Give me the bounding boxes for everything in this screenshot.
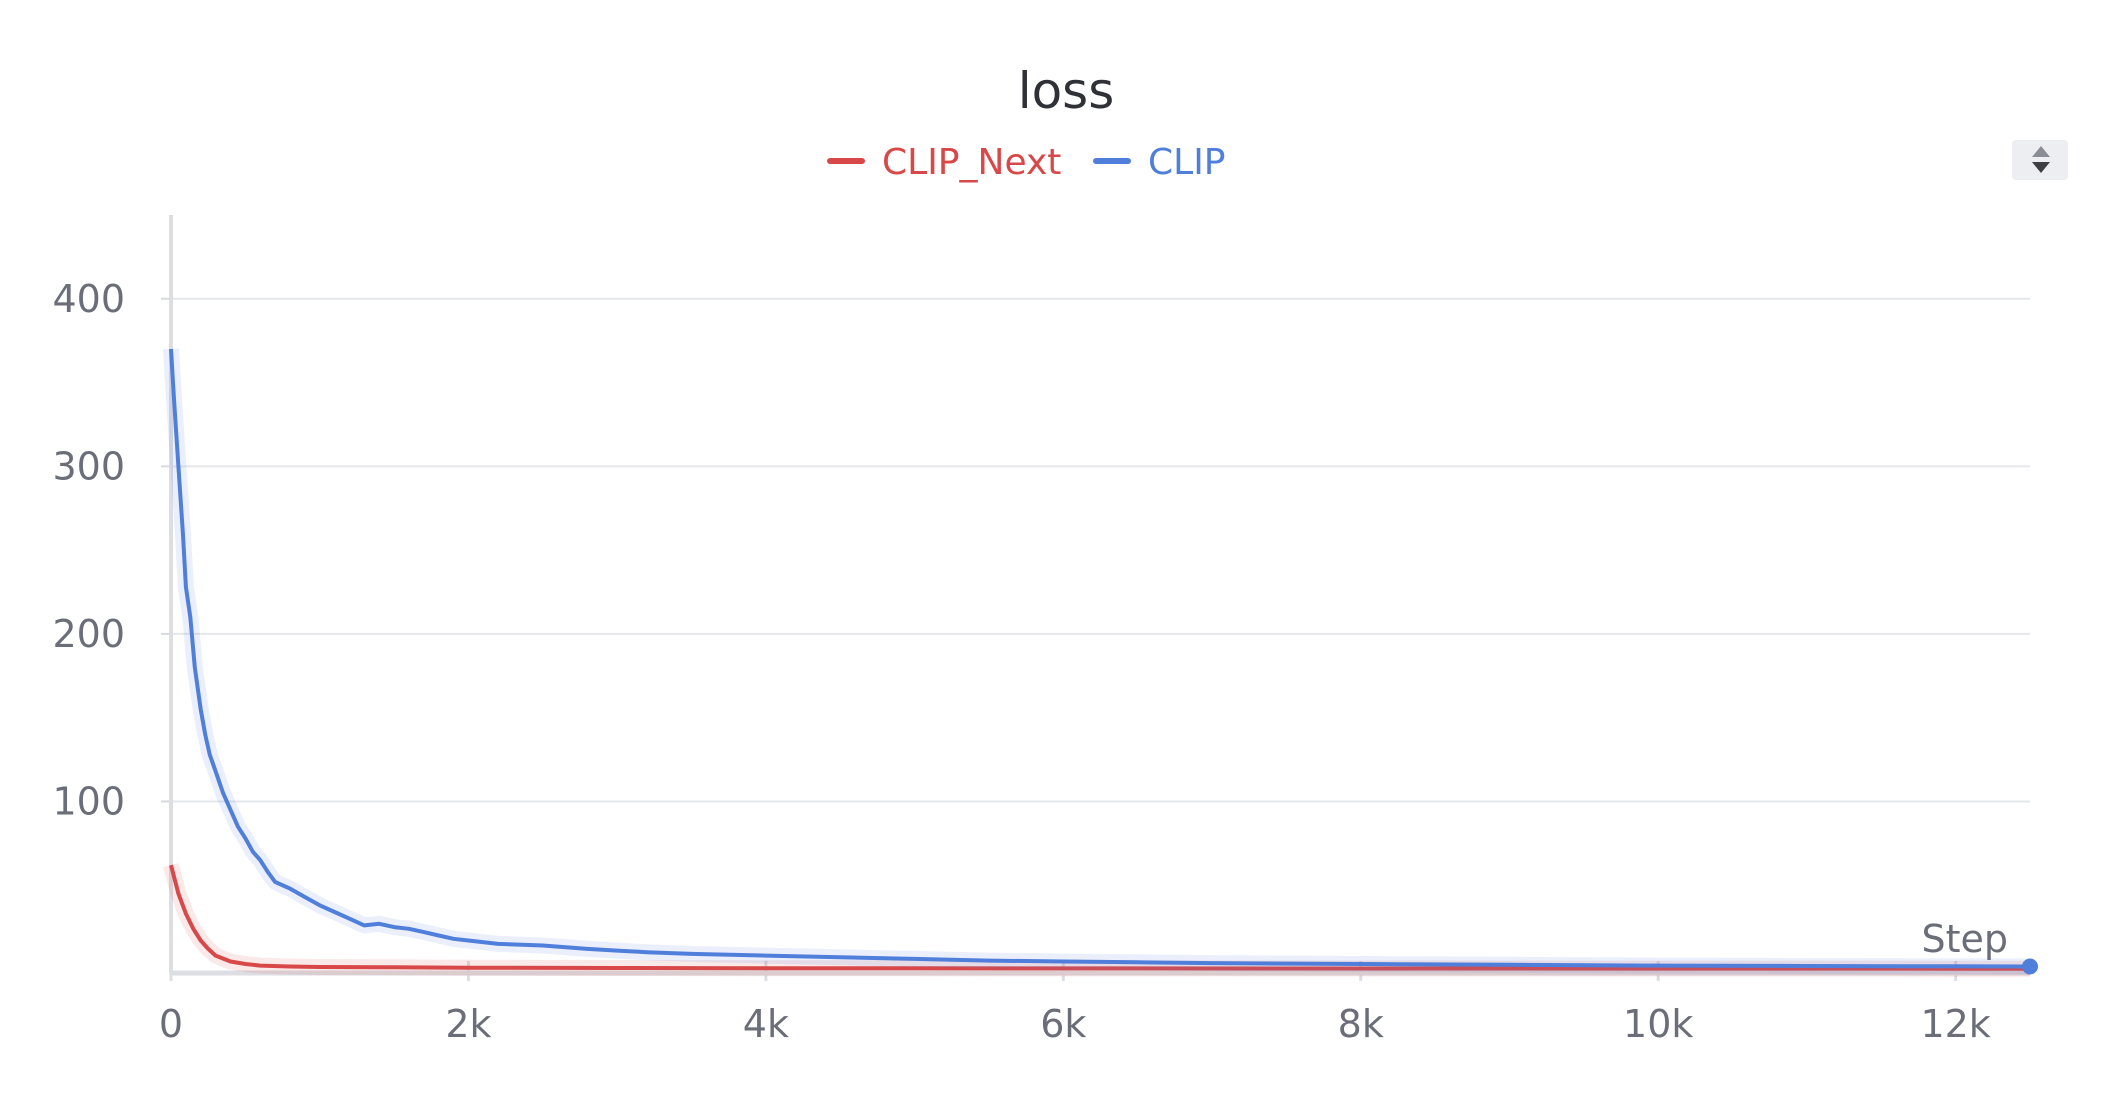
legend-label-clip-next[interactable]: CLIP_Next <box>882 142 1061 183</box>
series-end-point <box>2022 958 2038 974</box>
x-axis-title: Step <box>1921 917 2008 961</box>
legend[interactable]: CLIP_Next CLIP <box>830 142 1226 183</box>
grid-lines <box>171 299 2030 802</box>
chart-title: loss <box>1018 62 1115 120</box>
x-tick-label: 2k <box>445 1002 491 1046</box>
y-tick-label: 300 <box>52 444 125 488</box>
series-line-clip <box>171 349 2030 967</box>
series-band-0 <box>171 865 2030 969</box>
x-tick-label: 6k <box>1040 1002 1086 1046</box>
series-band-1 <box>171 349 2030 967</box>
chevron-down-icon[interactable] <box>2032 162 2050 173</box>
x-tick-label: 12k <box>1920 1002 1990 1046</box>
legend-label-clip[interactable]: CLIP <box>1148 142 1226 183</box>
legend-scroll-control[interactable] <box>2012 140 2068 180</box>
x-tick-label: 4k <box>743 1002 789 1046</box>
x-tick-label: 0 <box>159 1002 183 1046</box>
x-tick-label: 10k <box>1623 1002 1693 1046</box>
series-line-clip-next <box>171 865 2030 969</box>
y-tick-label: 400 <box>52 277 125 321</box>
x-tick-label: 8k <box>1338 1002 1384 1046</box>
chevron-up-icon[interactable] <box>2032 146 2050 157</box>
y-tick-label: 100 <box>52 779 125 823</box>
y-tick-label: 200 <box>52 612 125 656</box>
tick-labels: 100 200 300 400 0 2k 4k 6k 8k 10k 12k <box>52 277 1990 1046</box>
axes <box>161 215 2030 981</box>
plot-area <box>171 349 2038 974</box>
